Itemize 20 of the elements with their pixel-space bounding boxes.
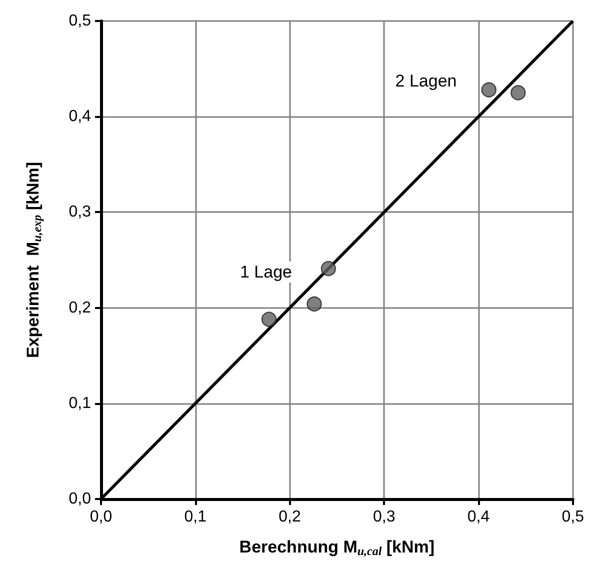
y-tick-label: 0,5 — [68, 12, 92, 30]
x-tick-label: 0,2 — [278, 508, 301, 526]
point — [306, 296, 322, 312]
y-tick-label: 0,1 — [68, 394, 92, 412]
x-tick-label: 0,3 — [373, 508, 396, 526]
x-tick-label: 0,0 — [90, 508, 112, 526]
annotation: 1 Lage — [240, 262, 292, 282]
x-tick-label: 0,1 — [184, 508, 207, 526]
y-tick-label: 0,4 — [68, 108, 92, 126]
y-tick-label: 0,0 — [68, 490, 92, 508]
x-tick-label: 0,5 — [562, 508, 584, 526]
x-tick-label: 0,4 — [467, 508, 490, 526]
y-tick-label: 0,3 — [68, 204, 92, 221]
annotation: 2 Lagen — [395, 72, 457, 90]
point — [261, 312, 277, 327]
point — [320, 261, 336, 276]
y-axis-title: Experiment Mu,exp [kNm] — [24, 162, 44, 358]
point — [481, 82, 496, 98]
point — [510, 85, 526, 100]
y-tick-label: 0,2 — [68, 299, 92, 316]
